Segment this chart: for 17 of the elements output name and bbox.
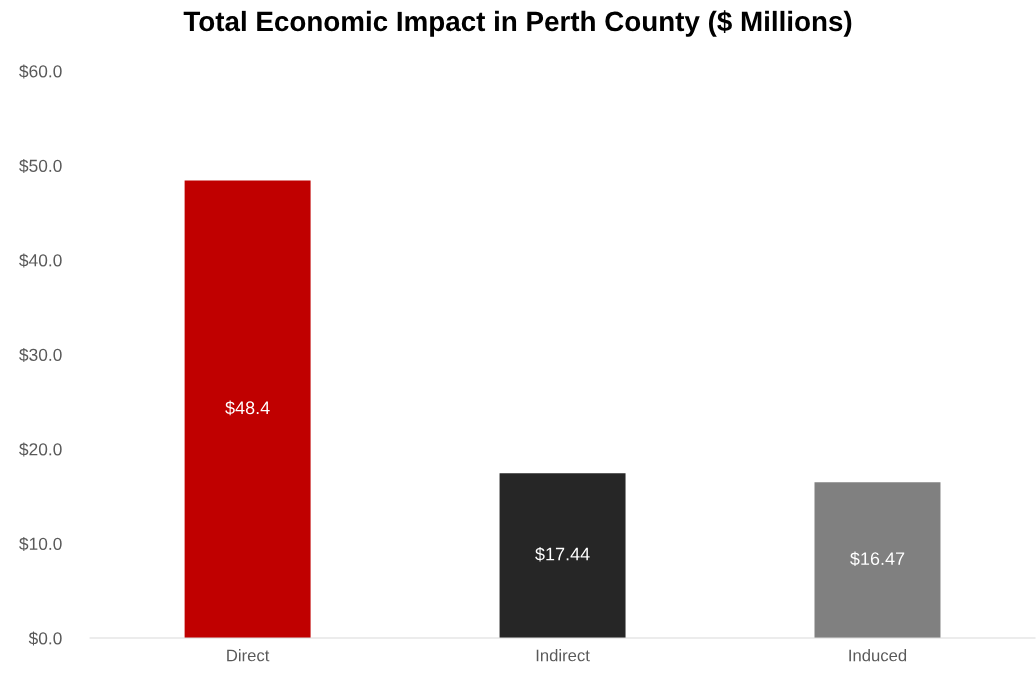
bar — [499, 473, 626, 638]
y-tick-label: $30.0 — [19, 347, 62, 362]
x-tick-label: Induced — [849, 649, 907, 662]
bar — [814, 482, 941, 638]
y-tick-label: $0.0 — [28, 631, 62, 646]
bar — [184, 180, 311, 638]
data-label: $48.4 — [225, 400, 270, 416]
data-label: $17.44 — [535, 546, 590, 562]
y-tick-label: $60.0 — [19, 64, 62, 79]
y-tick-label: $10.0 — [19, 536, 62, 551]
x-tick-label: Direct — [227, 649, 270, 662]
chart-title: Total Economic Impact in Perth County ($ Millions) — [183, 10, 852, 37]
data-label: $16.47 — [850, 551, 905, 567]
y-tick-label: $40.0 — [19, 253, 62, 268]
x-tick-label: Indirect — [536, 649, 590, 662]
y-tick-label: $20.0 — [19, 442, 62, 457]
y-tick-label: $50.0 — [19, 158, 62, 173]
